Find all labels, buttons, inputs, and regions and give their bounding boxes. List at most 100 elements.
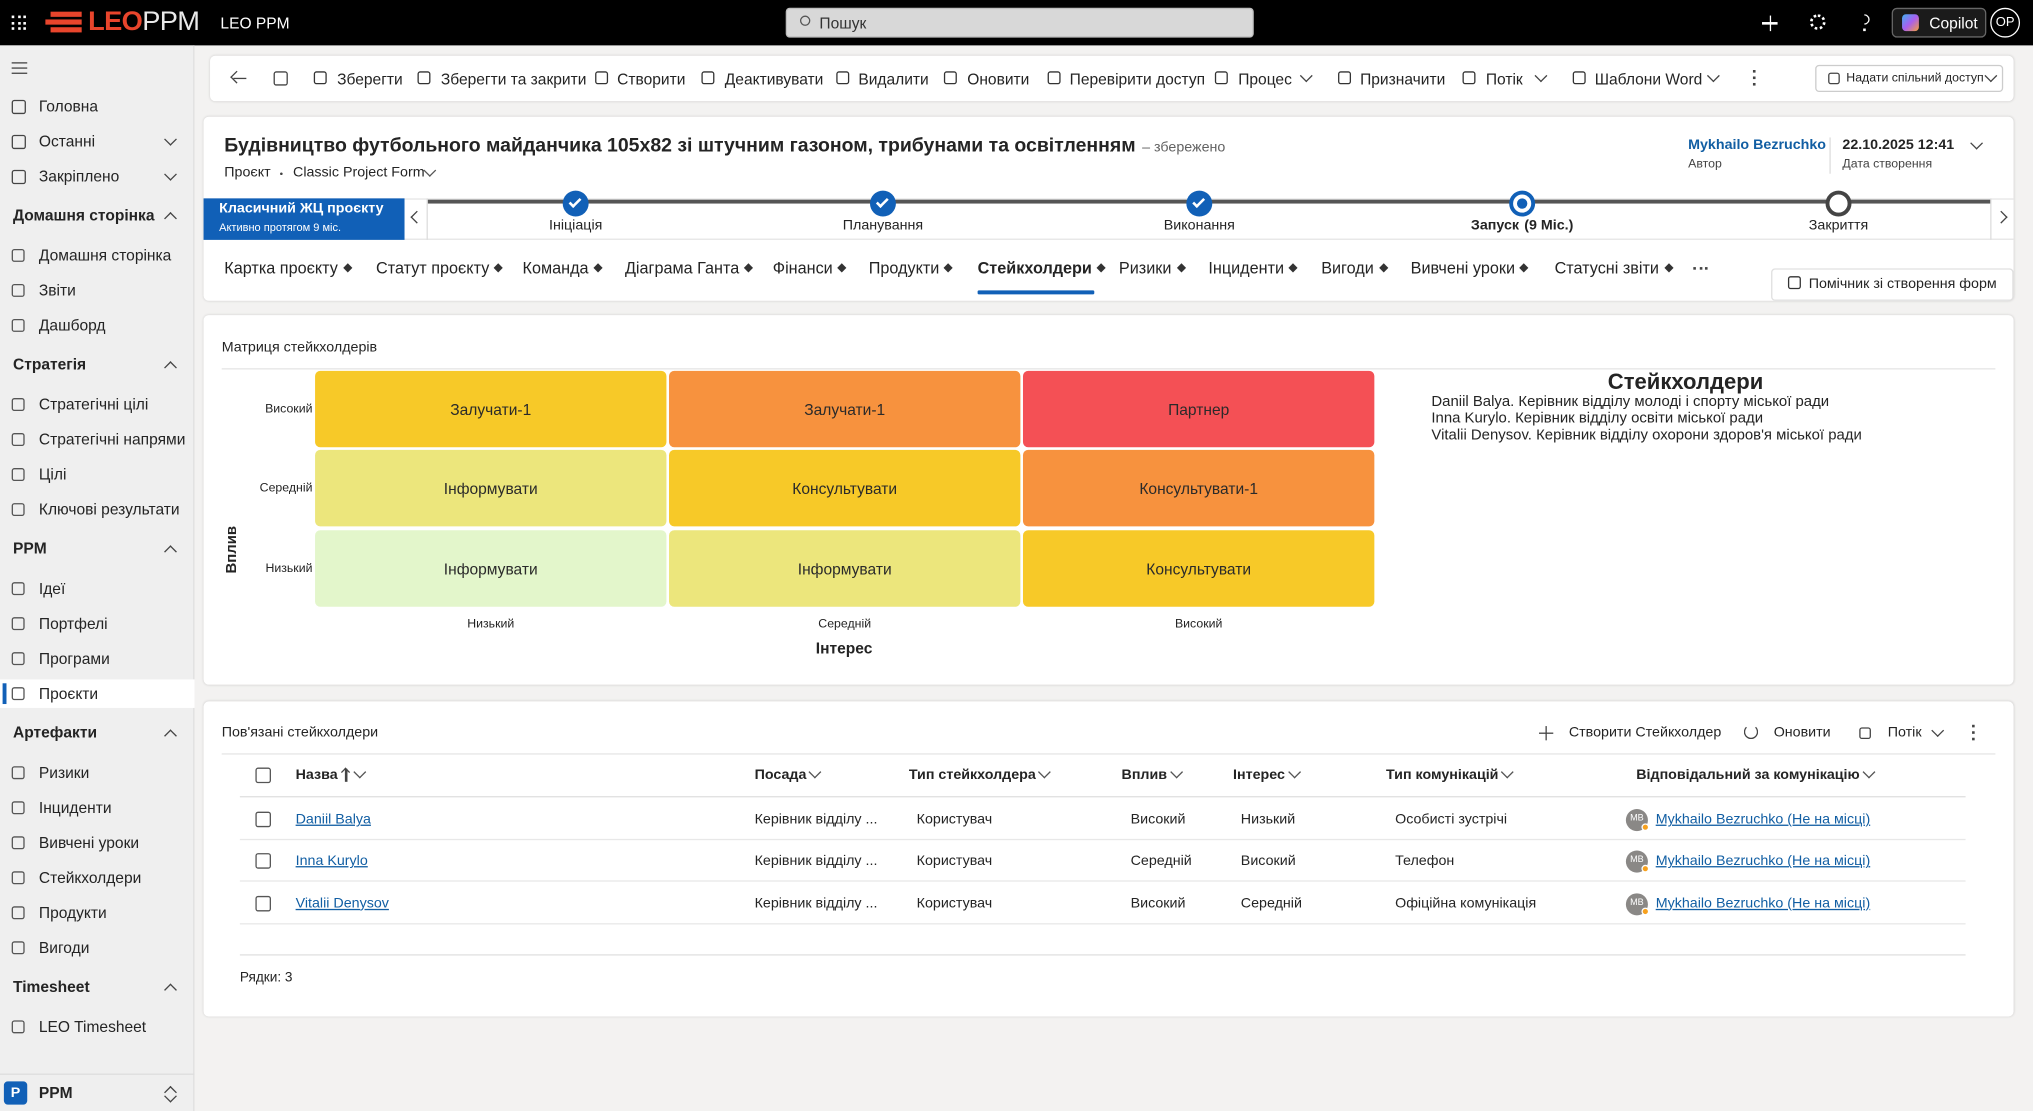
tab-more-dot[interactable]: [1693, 267, 1696, 270]
process-badge[interactable]: [203, 198, 405, 240]
command-button[interactable]: Зберегти: [337, 70, 403, 89]
command-button[interactable]: Процес: [1238, 70, 1292, 89]
more-dot[interactable]: [1972, 731, 1975, 734]
nav-group-title[interactable]: Артефакти: [12, 723, 98, 742]
nav-item[interactable]: Стейкхолдери: [38, 868, 142, 887]
command-button[interactable]: Деактивувати: [724, 70, 824, 89]
select-all[interactable]: [255, 767, 271, 784]
nav-item[interactable]: Ідеї: [38, 579, 66, 598]
process-prev[interactable]: [405, 198, 428, 240]
command-button[interactable]: Оновити: [967, 70, 1030, 89]
subgrid-command[interactable]: Оновити: [1773, 724, 1831, 741]
nav-item[interactable]: LEO Timesheet: [38, 1017, 147, 1036]
form-assistant-button[interactable]: [1771, 268, 2014, 301]
waffle-dot[interactable]: [11, 21, 15, 25]
tab[interactable]: Стейкхолдери: [977, 259, 1092, 278]
more-dot[interactable]: [1972, 724, 1975, 728]
nav-item[interactable]: Останні: [38, 132, 96, 151]
tab[interactable]: Вивчені уроки: [1410, 259, 1516, 278]
nav-item[interactable]: Вигоди: [38, 938, 90, 957]
tab-more-dot[interactable]: [1704, 267, 1708, 270]
area-name[interactable]: PPM: [38, 1083, 73, 1103]
command-button[interactable]: Зберегти та закрити: [440, 70, 587, 89]
owner-link[interactable]: Mykhailo Bezruchko (Не на місці): [1655, 853, 1871, 870]
more-dot[interactable]: [1752, 82, 1756, 86]
user-avatar[interactable]: [1990, 7, 2021, 38]
owner-link[interactable]: Mykhailo Bezruchko (Не на місці): [1655, 811, 1871, 828]
nav-item[interactable]: Інциденти: [38, 798, 112, 817]
nav-item[interactable]: Програми: [38, 649, 110, 668]
waffle-dot[interactable]: [11, 27, 15, 31]
row-checkbox[interactable]: [255, 811, 271, 828]
tab[interactable]: Статут проєкту: [376, 259, 490, 278]
row-checkbox[interactable]: [255, 895, 271, 911]
more-dot[interactable]: [1752, 76, 1756, 80]
nav-item[interactable]: Стратегічні цілі: [38, 395, 149, 414]
refresh-icon[interactable]: [1743, 724, 1759, 740]
nav-item[interactable]: Домашня сторінка: [38, 246, 172, 265]
column-header[interactable]: Інтерес: [1233, 767, 1285, 784]
tab[interactable]: Картка проєкту: [224, 259, 338, 278]
column-header[interactable]: Тип стейкхолдера: [908, 767, 1036, 784]
row-name-link[interactable]: Vitalii Denysov: [295, 895, 389, 911]
command-button[interactable]: Потік: [1485, 70, 1523, 89]
command-button[interactable]: Шаблони Word: [1594, 70, 1703, 89]
column-header[interactable]: Тип комунікацій: [1386, 767, 1499, 784]
nav-item[interactable]: Закріплено: [38, 167, 120, 186]
stage-complete[interactable]: [869, 190, 896, 217]
nav-item[interactable]: Продукти: [38, 903, 107, 922]
command-button[interactable]: Призначити: [1360, 70, 1446, 89]
tab[interactable]: Ризики: [1118, 259, 1172, 278]
nav-item[interactable]: Проєкти: [38, 684, 99, 703]
form-selector[interactable]: Classic Project Form: [293, 164, 425, 181]
nav-group-title[interactable]: Timesheet: [12, 977, 90, 996]
back-arrow[interactable]: [233, 77, 247, 80]
waffle-dot[interactable]: [17, 21, 21, 25]
row-checkbox[interactable]: [255, 853, 271, 870]
author-link[interactable]: Mykhailo Bezruchko: [1688, 137, 1827, 153]
nav-group-title[interactable]: Домашня сторінка: [12, 206, 155, 225]
process-next[interactable]: [1990, 198, 2013, 240]
area-badge[interactable]: [3, 1081, 28, 1105]
nav-item[interactable]: Звіти: [38, 281, 76, 300]
subgrid-command[interactable]: Створити Стейкхолдер: [1568, 724, 1722, 741]
waffle-dot[interactable]: [23, 15, 27, 19]
tab[interactable]: Продукти: [868, 259, 940, 278]
nav-item[interactable]: Стратегічні напрями: [38, 430, 186, 449]
tab[interactable]: Вигоди: [1321, 259, 1374, 278]
waffle-dot[interactable]: [17, 15, 21, 19]
tab-more-dot[interactable]: [1699, 267, 1702, 270]
tab[interactable]: Статусні звіти: [1554, 259, 1659, 278]
nav-group-title[interactable]: PPM: [12, 539, 47, 558]
owner-link[interactable]: Mykhailo Bezruchko (Не на місці): [1655, 895, 1871, 911]
tab[interactable]: Фінанси: [772, 259, 833, 278]
stage-complete[interactable]: [562, 190, 589, 217]
search-box[interactable]: [785, 7, 1254, 38]
tab[interactable]: Інциденти: [1208, 259, 1285, 278]
waffle-dot[interactable]: [23, 21, 27, 25]
tab[interactable]: Команда: [522, 259, 589, 278]
nav-group-title[interactable]: Стратегія: [12, 355, 87, 374]
waffle-dot[interactable]: [23, 27, 27, 31]
column-header[interactable]: Посада: [754, 767, 807, 784]
command-button[interactable]: Видалити: [858, 70, 929, 89]
subgrid-command[interactable]: Потік: [1887, 724, 1922, 741]
nav-item[interactable]: Вивчені уроки: [38, 833, 140, 852]
waffle-dot[interactable]: [11, 15, 15, 19]
more-dot[interactable]: [1972, 737, 1975, 741]
stage-complete[interactable]: [1186, 190, 1213, 217]
settings-icon[interactable]: [1809, 14, 1826, 30]
nav-item[interactable]: Ризики: [38, 763, 90, 782]
stage-pending[interactable]: [1825, 190, 1852, 217]
nav-item[interactable]: Цілі: [38, 465, 67, 484]
command-button[interactable]: Перевірити доступ: [1069, 70, 1206, 89]
column-header[interactable]: Вплив: [1121, 767, 1168, 784]
column-header[interactable]: Назва: [295, 767, 338, 784]
command-button[interactable]: Створити: [617, 70, 686, 89]
more-dot[interactable]: [1752, 70, 1756, 73]
waffle-dot[interactable]: [17, 27, 21, 31]
nav-item[interactable]: Головна: [38, 97, 99, 116]
row-name-link[interactable]: Inna Kurylo: [295, 853, 368, 870]
nav-item[interactable]: Портфелі: [38, 614, 108, 633]
copilot-button[interactable]: [1891, 7, 1987, 38]
